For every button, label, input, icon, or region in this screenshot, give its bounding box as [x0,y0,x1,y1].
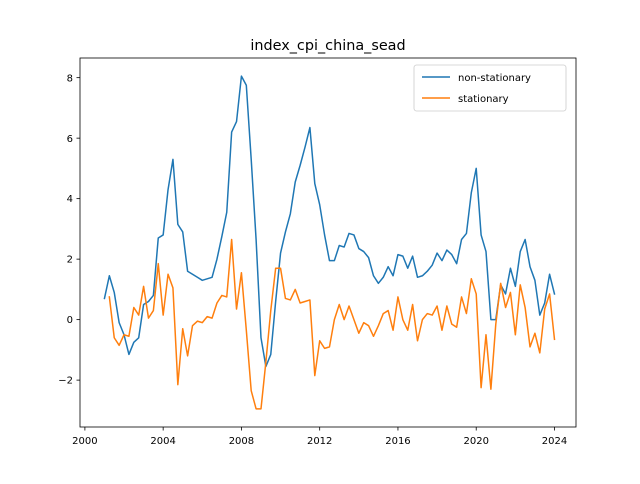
x-tick-label: 2024 [542,436,567,447]
axes: 2000 2004 2008 2012 2016 2020 2024 −2 0 2 4 6 8 [58,57,577,447]
legend-label: non-stationary [458,73,531,84]
y-tick-label: 2 [67,255,73,266]
x-tick-label: 2012 [307,436,332,447]
y-tick-label: 6 [67,134,73,145]
legend-box [413,64,567,112]
series-line-non-stationary [103,75,556,368]
y-tick-label: 4 [67,194,73,205]
series-line-stationary [108,238,556,410]
axes-frame [79,57,577,428]
x-tick-label: 2004 [150,436,175,447]
y-tick-label: −2 [58,376,73,387]
y-tick-label: 0 [67,315,73,326]
legend: non-stationary stationary [413,64,567,112]
chart-title: index_cpi_china_sead [250,38,405,54]
legend-label: stationary [458,94,509,105]
y-tick-label: 8 [67,73,73,84]
plot-area [103,75,556,410]
x-tick-label: 2016 [385,436,410,447]
x-tick-label: 2000 [72,436,97,447]
x-tick-label: 2020 [463,436,488,447]
x-tick-label: 2008 [229,436,254,447]
